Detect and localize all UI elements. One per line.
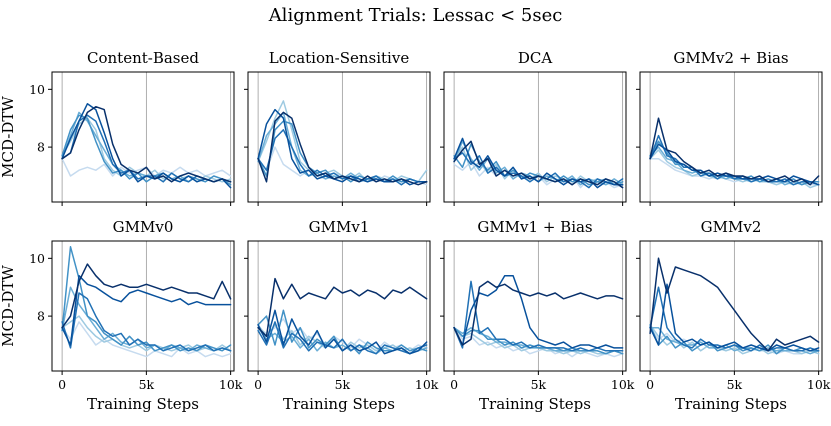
series-line bbox=[453, 274, 624, 349]
panel: GMMv1 + Bias 0 5k 10k Training Steps bbox=[440, 218, 635, 413]
x-tick-label: 10k bbox=[611, 377, 635, 392]
axes-frame bbox=[639, 71, 823, 203]
series-line bbox=[257, 277, 428, 338]
series-line bbox=[649, 257, 820, 352]
panel: DCA bbox=[440, 49, 627, 206]
panel-title: Location-Sensitive bbox=[269, 49, 410, 67]
panel-title: GMMv2 + Bias bbox=[673, 49, 788, 67]
panel: GMMv1 0 5k 10k Training Steps bbox=[244, 218, 439, 413]
series-line bbox=[61, 263, 232, 329]
y-axis-label: MCD-DTW bbox=[0, 96, 17, 178]
series-line bbox=[453, 140, 624, 189]
series-line bbox=[649, 134, 820, 186]
y-tick-label: 8 bbox=[37, 140, 45, 155]
x-tick-label: 0 bbox=[254, 377, 262, 392]
panel-title: Content-Based bbox=[87, 49, 199, 67]
series-line bbox=[61, 321, 232, 358]
panel-title: GMMv2 bbox=[701, 218, 762, 236]
x-tick-label: 0 bbox=[58, 377, 66, 392]
x-tick-label: 10k bbox=[415, 377, 439, 392]
series-line bbox=[61, 103, 232, 189]
series-line bbox=[61, 246, 232, 352]
x-tick-label: 5k bbox=[139, 377, 155, 392]
panel: GMMv2 0 5k 10k Training Steps bbox=[636, 218, 831, 413]
axes-frame bbox=[247, 71, 431, 203]
x-tick-label: 5k bbox=[727, 377, 743, 392]
panel-title: GMMv0 bbox=[113, 218, 174, 236]
series-line bbox=[257, 129, 428, 186]
panel-grid: Content-Based 8 10 MCD-DTW Location-Sensitiv… bbox=[0, 49, 831, 413]
x-tick-label: 0 bbox=[450, 377, 458, 392]
series-line bbox=[61, 114, 232, 186]
x-axis-label: Training Steps bbox=[675, 395, 787, 413]
panel: GMMv2 + Bias bbox=[636, 49, 823, 206]
y-axis-label: MCD-DTW bbox=[0, 265, 17, 347]
series-line bbox=[453, 280, 624, 352]
figure-title: Alignment Trials: Lessac < 5sec bbox=[268, 5, 563, 26]
x-tick-label: 10k bbox=[219, 377, 243, 392]
axes-frame bbox=[51, 240, 235, 372]
axes-frame bbox=[443, 240, 627, 372]
series-line bbox=[257, 321, 428, 355]
axes-frame bbox=[247, 240, 431, 372]
x-axis-label: Training Steps bbox=[87, 395, 199, 413]
series-line bbox=[61, 292, 232, 352]
panel: GMMv0 0 5k 10k 8 10 Training Steps MCD-DTW bbox=[0, 218, 243, 413]
series-line bbox=[649, 286, 820, 352]
series-line bbox=[257, 309, 428, 355]
panel: Location-Sensitive bbox=[244, 49, 431, 206]
series-line bbox=[649, 283, 820, 352]
panel: Content-Based 8 10 MCD-DTW bbox=[0, 49, 235, 206]
series-line bbox=[453, 137, 624, 189]
x-tick-label: 0 bbox=[646, 377, 654, 392]
panel-title: GMMv1 + Bias bbox=[477, 218, 592, 236]
panel-title: GMMv1 bbox=[309, 218, 370, 236]
x-tick-label: 5k bbox=[335, 377, 351, 392]
series-line bbox=[453, 326, 624, 358]
axes-frame bbox=[639, 240, 823, 372]
series-line bbox=[257, 111, 428, 186]
panel-title: DCA bbox=[518, 49, 553, 67]
y-tick-label: 10 bbox=[29, 82, 45, 97]
series-line bbox=[453, 326, 624, 355]
axes-frame bbox=[443, 71, 627, 203]
x-axis-label: Training Steps bbox=[283, 395, 395, 413]
series-line bbox=[61, 105, 232, 183]
axes-frame bbox=[51, 71, 235, 203]
x-tick-label: 5k bbox=[531, 377, 547, 392]
y-tick-label: 10 bbox=[29, 251, 45, 266]
series-line bbox=[649, 117, 820, 186]
x-tick-label: 10k bbox=[807, 377, 831, 392]
y-tick-label: 8 bbox=[37, 309, 45, 324]
series-line bbox=[453, 280, 624, 346]
x-axis-label: Training Steps bbox=[479, 395, 591, 413]
series-line bbox=[649, 326, 820, 355]
series-line bbox=[61, 274, 232, 346]
series-line bbox=[61, 315, 232, 352]
